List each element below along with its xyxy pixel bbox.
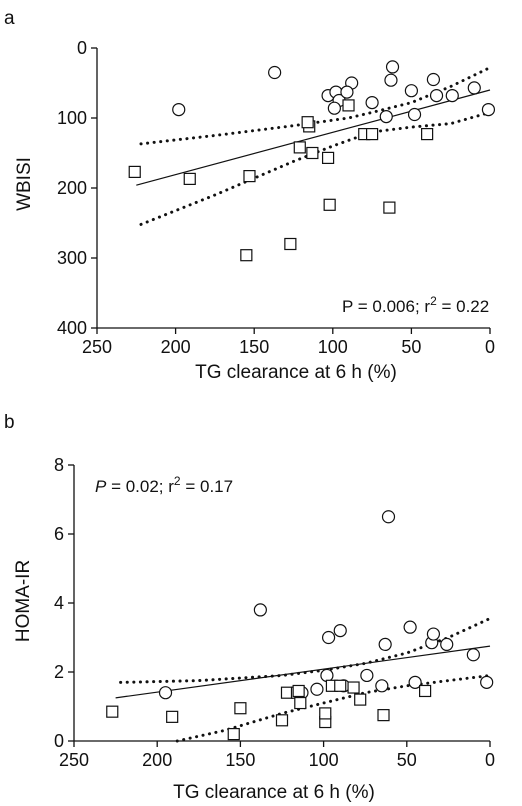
circle-marker <box>310 682 324 696</box>
panel-b-y-axis-title: HOMA-IR <box>13 560 34 642</box>
y-tick-label: 8 <box>54 455 64 475</box>
square-marker <box>166 710 179 723</box>
y-tick-label: 400 <box>57 318 87 338</box>
circle-marker <box>480 675 494 689</box>
panel-b-x-axis-title: TG clearance at 6 h (%) <box>173 782 375 803</box>
circle-marker <box>320 668 334 683</box>
circle-marker <box>378 637 392 652</box>
panel-a: a 250 200 150 100 50 0 0 100 200 300 400 TG cleara… <box>4 8 496 383</box>
circle-marker <box>365 95 379 110</box>
circle-marker <box>407 107 422 122</box>
square-marker <box>227 727 240 741</box>
y-tick-label: 2 <box>54 662 64 682</box>
circle-marker <box>360 668 374 683</box>
square-marker <box>347 681 360 694</box>
panel-b-label: b <box>4 412 15 433</box>
regression-line <box>115 645 491 699</box>
circle-marker <box>384 73 398 87</box>
circle-marker <box>375 679 389 693</box>
square-marker <box>293 141 306 154</box>
panel-a-x-axis-title: TG clearance at 6 h (%) <box>195 362 397 383</box>
panel-b: b 250 200 150 100 50 0 0 2 4 6 8 TG clearance at 6… <box>4 412 495 803</box>
circle-marker <box>467 81 481 95</box>
square-marker <box>321 151 335 164</box>
square-marker <box>234 702 247 715</box>
square-marker <box>421 128 434 141</box>
circle-marker <box>172 102 186 117</box>
x-tick-label: 200 <box>161 337 191 357</box>
circle-marker <box>340 85 354 99</box>
square-marker <box>183 172 196 185</box>
square-marker <box>128 165 141 178</box>
circle-marker <box>466 648 480 662</box>
square-marker <box>383 201 396 214</box>
circle-marker <box>426 627 441 641</box>
square-marker <box>284 237 297 251</box>
ci-lower-line <box>175 674 492 743</box>
x-tick-label: 150 <box>239 337 269 357</box>
circle-marker <box>404 84 418 98</box>
circle-marker <box>445 88 459 103</box>
square-marker <box>243 170 256 183</box>
circle-marker <box>440 637 454 652</box>
circle-marker <box>333 623 347 638</box>
panel-b-plot: 250 200 150 100 50 0 0 2 4 6 8 <box>54 455 495 770</box>
y-tick-label: 4 <box>54 593 64 613</box>
x-tick-label: 250 <box>59 750 89 770</box>
square-marker <box>419 684 432 698</box>
circle-marker <box>426 72 441 87</box>
y-tick-label: 0 <box>54 731 64 751</box>
circle-marker <box>327 101 341 115</box>
circle-marker <box>408 675 422 689</box>
y-tick-label: 100 <box>57 108 87 128</box>
square-marker <box>306 146 319 160</box>
square-marker <box>275 714 289 727</box>
circle-marker <box>321 630 336 645</box>
x-tick-label: 100 <box>318 337 348 357</box>
circle-marker <box>381 510 396 524</box>
y-tick-label: 6 <box>54 524 64 544</box>
panel-a-gridless-plot: 250 200 150 100 50 0 0 100 200 300 400 <box>57 38 496 357</box>
y-tick-label: 0 <box>77 38 87 58</box>
x-tick-label: 100 <box>309 750 339 770</box>
x-tick-label: 0 <box>485 750 495 770</box>
circle-marker <box>429 88 444 103</box>
x-tick-label: 200 <box>142 750 172 770</box>
square-marker <box>366 128 379 141</box>
square-marker <box>292 684 305 698</box>
square-marker <box>240 249 253 262</box>
x-tick-label: 50 <box>401 337 421 357</box>
panel-b-stats-annotation: P = 0.02; r2 = 0.17 <box>95 474 233 496</box>
square-marker <box>319 707 332 720</box>
x-tick-label: 250 <box>82 337 112 357</box>
square-marker <box>334 679 347 692</box>
circle-marker <box>481 102 496 117</box>
y-tick-label: 200 <box>57 178 87 198</box>
square-marker <box>294 696 307 710</box>
square-marker <box>377 709 390 722</box>
square-marker <box>342 99 355 112</box>
circle-marker <box>268 65 282 80</box>
circle-marker <box>385 60 400 74</box>
square-marker <box>354 693 367 706</box>
square-marker <box>323 198 336 211</box>
panel-a-y-axis-title: WBISI <box>14 157 35 211</box>
x-tick-label: 0 <box>485 337 495 357</box>
ci-upper-line <box>139 66 492 146</box>
ci-lower-line <box>139 110 492 226</box>
square-marker <box>106 705 119 718</box>
circle-marker <box>158 686 173 700</box>
square-marker <box>280 686 294 699</box>
circle-marker <box>403 620 417 634</box>
square-marker <box>301 116 314 129</box>
circle-marker <box>379 109 393 124</box>
panel-a-label: a <box>4 8 15 29</box>
y-tick-label: 300 <box>57 248 87 268</box>
panel-a-stats-annotation: P = 0.006; r2 = 0.22 <box>342 294 489 316</box>
regression-line <box>136 89 491 186</box>
x-tick-label: 150 <box>225 750 255 770</box>
circle-marker <box>253 603 267 617</box>
x-tick-label: 50 <box>397 750 417 770</box>
